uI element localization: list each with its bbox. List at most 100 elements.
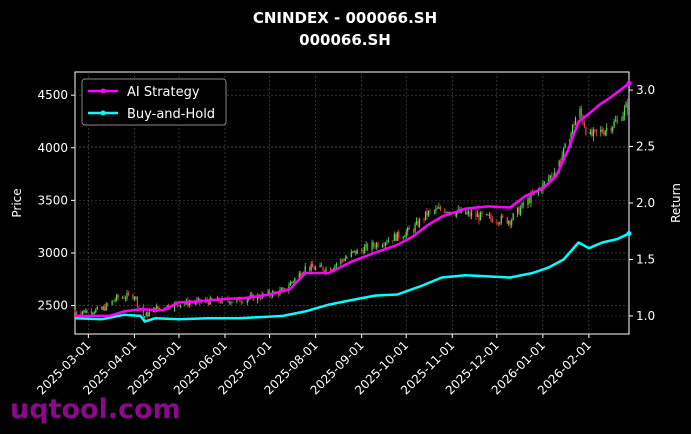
candle-body	[610, 127, 612, 132]
candle-body	[603, 132, 605, 135]
candle-body	[101, 306, 103, 310]
candle-body	[558, 160, 560, 172]
candle-body	[298, 272, 300, 278]
y-right-tick-label: 2.5	[636, 140, 655, 154]
candle-body	[429, 211, 431, 212]
candle-body	[490, 215, 492, 219]
candle-body	[601, 129, 603, 133]
candle-body	[124, 298, 127, 300]
candle-body	[96, 306, 98, 310]
candle-body	[136, 297, 138, 306]
candle-body	[487, 214, 489, 216]
candle-body	[383, 245, 385, 247]
chart-subtitle: 000066.SH	[299, 31, 391, 49]
candle-body	[341, 259, 343, 261]
candle-body	[352, 251, 354, 253]
candle-body	[413, 229, 415, 232]
candle-body	[102, 306, 104, 310]
legend-label-ai-strategy: AI Strategy	[127, 85, 200, 100]
series-line-ai-strategy	[75, 82, 630, 318]
y-right-tick-label: 3.0	[636, 83, 655, 97]
candle-body	[105, 303, 107, 311]
candle-body	[289, 282, 291, 286]
candle-body	[114, 300, 116, 301]
candle-body	[294, 277, 296, 282]
candle-body	[405, 231, 407, 237]
candle-body	[372, 242, 375, 246]
candle-body	[315, 267, 317, 270]
candle-body	[579, 108, 581, 118]
candle-body	[142, 306, 144, 318]
candle-body	[454, 213, 456, 216]
candle-body	[481, 212, 483, 215]
candle-body	[344, 258, 346, 261]
candle-body	[594, 129, 596, 131]
candle-body	[230, 302, 232, 304]
candle-body	[93, 312, 95, 314]
candle-body	[319, 264, 321, 268]
candle-body	[74, 311, 76, 313]
candle-body	[616, 119, 618, 121]
candle-body	[548, 178, 550, 182]
candle-body	[329, 268, 332, 272]
candle-body	[427, 211, 430, 216]
candle-body	[476, 214, 479, 217]
series-end-marker	[626, 230, 632, 236]
y-axis-right-label: Return	[669, 183, 683, 223]
candle-body	[502, 215, 504, 218]
candle-body	[447, 212, 449, 214]
candle-body	[356, 249, 358, 255]
candle-body	[366, 244, 369, 250]
candle-body	[340, 259, 342, 265]
candle-body	[219, 301, 222, 303]
candle-body	[381, 245, 384, 247]
candle-body	[346, 257, 348, 259]
y-right-tick-label: 1.5	[636, 252, 655, 266]
candle-body	[257, 295, 259, 301]
candle-body	[304, 266, 306, 273]
y-axis-right: 1.0 1.5 2.0 2.5 3.0	[629, 83, 655, 323]
y-left-tick-label: 2500	[37, 299, 68, 313]
candle-body	[132, 294, 134, 299]
candle-body	[179, 304, 182, 307]
candle-body	[530, 193, 532, 203]
series-lines	[74, 80, 632, 323]
candle-body	[323, 270, 326, 273]
candle-body	[574, 117, 577, 126]
candle-body	[374, 245, 376, 248]
candle-body	[236, 298, 238, 302]
candle-body	[322, 266, 324, 271]
y-axis-left: 2500 3000 3500 4000 4500	[37, 88, 75, 313]
candle-body	[231, 301, 234, 303]
y-left-tick-label: 3000	[37, 246, 68, 260]
candle-body	[580, 108, 583, 116]
candle-body	[506, 217, 508, 224]
candle-body	[604, 130, 606, 135]
candle-body	[113, 300, 115, 302]
candle-body	[595, 129, 597, 132]
candle-body	[407, 227, 409, 232]
candle-body	[320, 264, 323, 267]
candle-body	[439, 207, 441, 210]
candle-body	[519, 207, 522, 215]
candle-body	[589, 131, 591, 135]
candle-body	[80, 313, 82, 315]
candle-body	[456, 211, 458, 216]
candle-body	[169, 308, 171, 310]
legend-label-buy-and-hold: Buy-and-Hold	[127, 107, 215, 122]
candle-body	[414, 224, 416, 232]
candle-body	[246, 299, 248, 303]
candle-body	[418, 219, 421, 227]
candle-body	[417, 220, 419, 227]
candle-body	[133, 297, 136, 299]
candle-body	[184, 303, 186, 305]
candle-body	[365, 244, 367, 248]
candle-body	[466, 213, 468, 215]
candle-body	[292, 281, 294, 283]
candle-body	[334, 265, 336, 269]
candle-body	[625, 103, 627, 108]
candle-body	[561, 155, 563, 163]
candle-body	[300, 272, 302, 277]
candle-body	[251, 294, 253, 296]
candle-body	[190, 302, 192, 304]
